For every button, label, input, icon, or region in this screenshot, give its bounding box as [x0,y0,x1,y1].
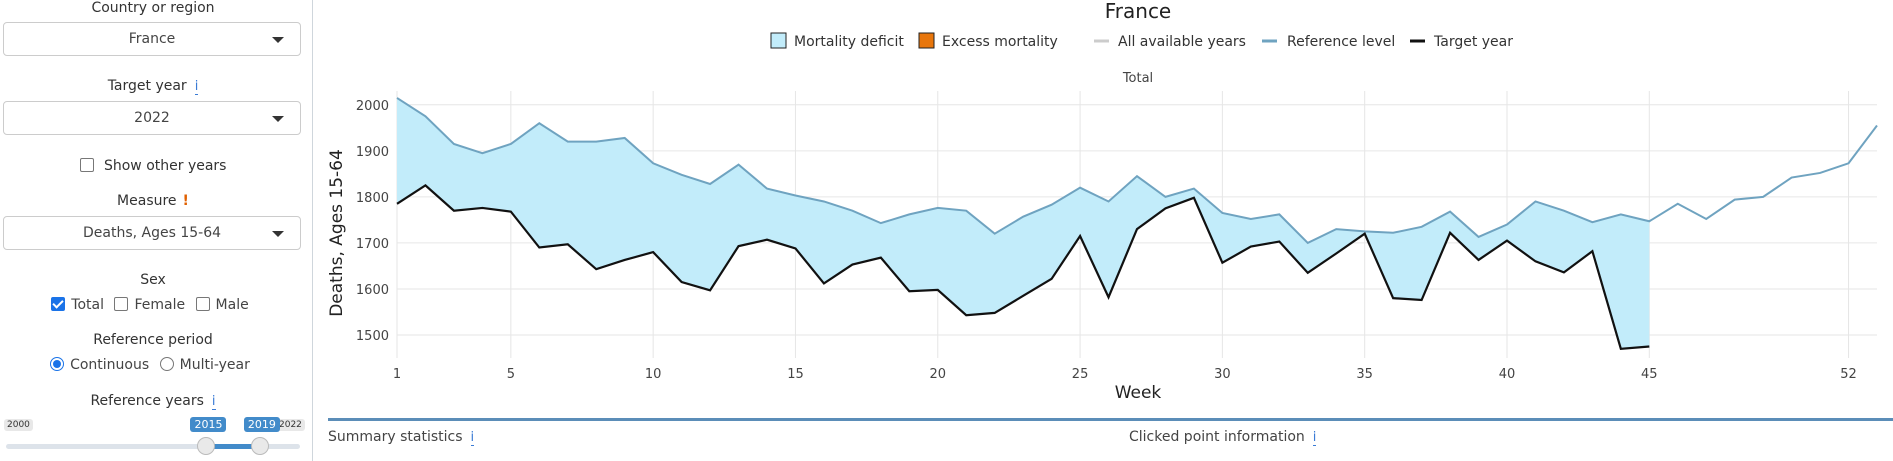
target-year-label: Target year [107,78,187,94]
slider-max-label: 2022 [276,419,305,431]
sex-label: Sex [140,272,166,288]
y-tick-label: 1600 [356,283,389,298]
target-year-label-row: Target year i [0,78,306,95]
x-tick-label: 10 [645,367,662,382]
slider-from-handle[interactable] [197,437,216,455]
sex-male-checkbox[interactable] [195,297,210,311]
chevron-down-icon [272,116,284,122]
sex-male-label: Male [215,297,249,313]
series-lines [396,97,1878,350]
y-tick-label: 1700 [356,237,389,252]
bottom-divider [328,418,1893,421]
fill-areas [397,97,1650,349]
target-year-value: 2022 [134,110,170,126]
y-tick-label: 2000 [356,99,389,114]
slider-min-label: 2000 [4,419,33,431]
legend-excess-swatch[interactable] [918,32,935,49]
mortality-deficit-area [397,97,1650,349]
multi-year-radio[interactable] [159,357,174,371]
y-tick-label: 1900 [356,145,389,160]
info-icon[interactable]: i [1312,430,1317,446]
info-icon[interactable]: i [211,394,216,410]
target-year-select[interactable]: 2022 [3,101,301,135]
slider-range-bar [206,444,260,449]
sex-female-checkbox[interactable] [114,297,129,311]
clicked-point-row: Clicked point information i [1129,429,1317,446]
warning-icon[interactable]: ! [182,193,189,209]
target-year-line [396,183,1650,350]
measure-value: Deaths, Ages 15-64 [82,225,222,241]
reference-period-label: Reference period [93,332,213,348]
legend-reference-label: Reference level [1287,34,1395,50]
y-axis-label: Deaths, Ages 15-64 [327,149,347,317]
reference-years-label-row: Reference years i [0,393,306,410]
legend-all-years-label: All available years [1118,34,1246,50]
x-tick-label: 5 [507,367,515,382]
summary-statistics-label: Summary statistics [328,429,463,445]
axis-ticks: 1 5 10 15 20 25 30 35 40 45 5215001600170018001900… [356,99,1857,382]
info-icon[interactable]: i [194,79,199,95]
legend: Mortality deficit Excess mortality All a… [770,32,1513,50]
measure-label: Measure [117,193,177,209]
summary-statistics-row: Summary statistics i [328,429,475,446]
continuous-radio[interactable] [50,357,65,371]
y-tick-label: 1800 [356,191,389,206]
sex-options: Total Female Male [0,297,306,313]
x-tick-label: 52 [1840,367,1857,382]
slider-track[interactable] [6,444,300,449]
country-select[interactable]: France [3,22,301,56]
x-tick-label: 20 [929,367,946,382]
x-tick-label: 1 [393,367,401,382]
sidebar: Country or region France Target year i 20… [0,0,313,461]
legend-excess-label: Excess mortality [942,34,1058,50]
legend-deficit-swatch[interactable] [770,32,787,49]
x-tick-label: 45 [1641,367,1658,382]
y-tick-label: 1500 [356,329,389,344]
sex-female-label: Female [134,297,186,313]
reference-period-options: Continuous Multi-year [0,357,306,373]
reference-years-slider[interactable]: 2000 2022 2015 2019 [0,415,306,461]
clicked-point-label: Clicked point information [1129,429,1305,445]
country-label: Country or region [91,0,215,16]
main-panel: France Total Mortality deficit Excess mo… [313,0,1893,461]
show-other-years-label: Show other years [103,158,227,174]
show-other-years-checkbox[interactable] [79,158,94,172]
chevron-down-icon [272,37,284,43]
mortality-chart[interactable]: France Total Mortality deficit Excess mo… [313,0,1893,410]
x-tick-label: 40 [1499,367,1516,382]
slider-from-label: 2015 [190,417,227,432]
legend-deficit-label: Mortality deficit [794,34,904,50]
slider-to-handle[interactable] [250,437,269,455]
measure-label-row: Measure! [0,193,306,209]
info-icon[interactable]: i [470,430,475,446]
x-tick-label: 30 [1214,367,1231,382]
reference-years-label: Reference years [90,393,204,409]
x-tick-label: 35 [1356,367,1373,382]
measure-select[interactable]: Deaths, Ages 15-64 [3,216,301,250]
sex-total-label: Total [71,297,104,313]
continuous-label: Continuous [70,357,150,373]
chart-title: France [1105,0,1172,23]
sex-total-checkbox[interactable] [51,297,66,311]
reference-level-line [396,97,1878,245]
x-tick-label: 15 [787,367,804,382]
multi-year-label: Multi-year [179,357,250,373]
x-tick-label: 25 [1072,367,1089,382]
x-axis-label: Week [1115,383,1162,403]
country-value: France [128,31,176,47]
slider-to-label: 2019 [243,417,280,432]
chart-subtitle: Total [1122,71,1153,86]
chevron-down-icon [272,231,284,237]
show-other-years-row[interactable]: Show other years [0,158,306,174]
legend-target-label: Target year [1433,34,1513,50]
